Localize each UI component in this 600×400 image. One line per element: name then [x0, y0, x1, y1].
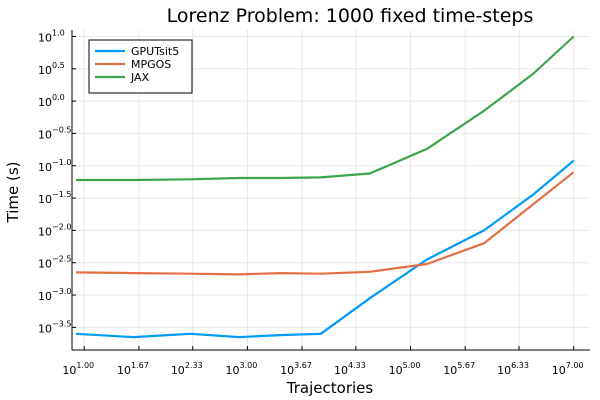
x-tick-label-6: 105.00: [389, 361, 421, 377]
y-tick-label-7: 10−2.5: [38, 255, 71, 271]
y-tick-label-0: 101.0: [38, 28, 65, 44]
y-tick-label-2: 100.0: [38, 93, 65, 109]
y-axis-label: Time (s): [4, 162, 22, 224]
legend-label-jax: JAX: [130, 71, 150, 84]
y-tick-label-9: 10−3.5: [38, 319, 71, 335]
x-tick-label-7: 105.67: [443, 361, 475, 377]
tick-labels: 101.00 101.67 102.33 103.00 103.67 104.33 105.…: [38, 28, 584, 377]
chart-title: Lorenz Problem: 1000 fixed time-steps: [167, 5, 534, 27]
x-tick-label-3: 103.00: [225, 361, 257, 377]
y-tick-label-5: 10−1.5: [38, 190, 71, 206]
y-tick-label-6: 10−2.0: [38, 222, 71, 238]
y-tick-label-8: 10−3.0: [38, 287, 71, 303]
x-tick-label-1: 101.67: [117, 361, 149, 377]
plot-frame: [71, 30, 590, 351]
x-tick-label-8: 106.33: [497, 361, 529, 377]
series-line-mpgos: [76, 171, 575, 276]
x-tick-label-2: 102.33: [171, 361, 203, 377]
legend-label-mpgos: MPGOS: [131, 58, 171, 71]
x-axis-label: Trajectories: [286, 379, 374, 397]
y-tick-label-1: 100.5: [38, 61, 65, 77]
x-tick-label-0: 101.00: [62, 361, 94, 377]
series-line-jax: [76, 35, 575, 182]
x-tick-label-5: 104.33: [334, 361, 366, 377]
y-tick-label-4: 10−1.0: [38, 158, 71, 174]
series-line-gputsit5: [76, 159, 575, 339]
legend-label-gputsit5: GPUTsit5: [131, 45, 179, 58]
y-tick-label-3: 10−0.5: [38, 125, 71, 141]
x-tick-label-9: 107.00: [552, 361, 584, 377]
x-tick-label-4: 103.67: [280, 361, 312, 377]
series-lines: [76, 35, 575, 339]
legend-box: [88, 39, 193, 94]
